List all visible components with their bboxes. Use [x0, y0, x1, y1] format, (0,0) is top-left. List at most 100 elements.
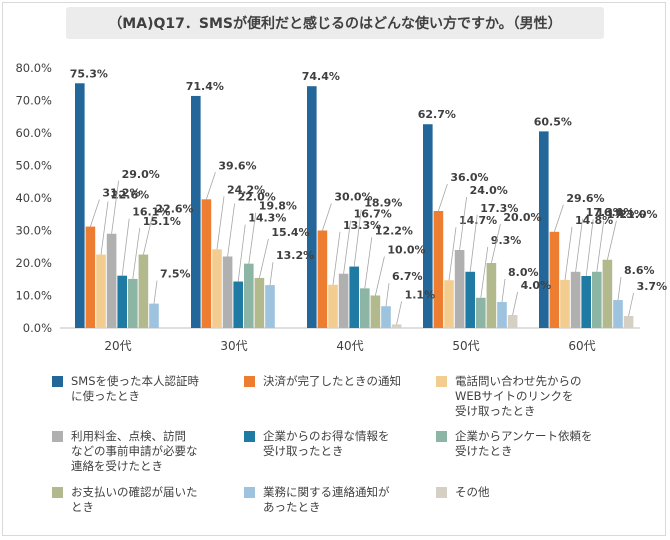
leader-line: [143, 215, 153, 255]
bar-1-30代: [191, 95, 201, 328]
bar-4-30代: [222, 256, 233, 328]
data-label: 16.0%: [596, 206, 634, 219]
data-label: 18.9%: [364, 197, 402, 210]
leader-line: [227, 203, 235, 257]
legend-swatch: [436, 487, 447, 498]
y-tick-label: 40.0%: [15, 191, 52, 205]
x-category-label: 30代: [220, 339, 247, 353]
bar-9-50代: [507, 315, 518, 328]
chart-title: （MA)Q17．SMSが便利だと感じるのはどんな使い方ですか。（男性）: [66, 7, 604, 39]
x-category-label: 40代: [336, 339, 363, 353]
leader-line: [269, 262, 274, 286]
data-label: 24.2%: [227, 183, 265, 196]
data-label: 9.3%: [491, 234, 522, 247]
leader-line: [343, 220, 351, 274]
data-label: 30.0%: [334, 191, 372, 204]
data-label: 24.0%: [470, 184, 508, 197]
legend-label: 電話問い合わせ先からの WEBサイトのリンクを 受け取ったとき: [455, 374, 582, 418]
data-label: 22.0%: [238, 191, 276, 204]
data-label: 22.6%: [155, 203, 193, 216]
data-label: 4.0%: [521, 279, 552, 292]
bar-6-60代: [592, 271, 602, 328]
leader-line: [153, 280, 158, 304]
data-label: 16.1%: [132, 206, 170, 219]
data-label: 75.3%: [70, 67, 108, 80]
legend-label: お支払いの確認が届いた とき: [71, 485, 198, 514]
leader-line: [480, 246, 489, 298]
legend-item: お支払いの確認が届いた とき: [52, 485, 237, 515]
bar-3-20代: [96, 254, 106, 328]
y-tick-label: 30.0%: [15, 224, 52, 238]
legend-item: SMSを使った本人認証時 に使ったとき: [52, 374, 237, 404]
y-tick-label: 20.0%: [15, 256, 52, 270]
leader-line: [438, 183, 448, 212]
leader-line: [353, 209, 362, 267]
bar-9-60代: [623, 315, 634, 328]
bar-4-60代: [570, 271, 581, 328]
leader-line: [100, 201, 109, 255]
leader-line: [554, 204, 564, 232]
leader-line: [469, 214, 478, 272]
bar-6-30代: [244, 263, 254, 328]
bar-4-20代: [106, 233, 117, 328]
leader-line: [617, 276, 622, 301]
y-tick-label: 10.0%: [15, 289, 52, 303]
bar-5-30代: [233, 281, 243, 328]
leader-line: [585, 218, 594, 277]
bar-1-20代: [75, 83, 85, 329]
data-label: 12.2%: [375, 224, 413, 237]
y-tick-label: 50.0%: [15, 159, 52, 173]
bar-1-50代: [423, 124, 433, 328]
leader-line: [575, 218, 583, 272]
legend-label: 企業からアンケート依頼を 受けたとき: [455, 429, 593, 458]
data-label: 62.7%: [418, 108, 456, 121]
leader-line: [111, 180, 119, 234]
leader-line: [332, 231, 341, 285]
data-label: 1.1%: [405, 288, 436, 301]
leader-line: [607, 220, 617, 260]
bar-9-40代: [391, 324, 402, 328]
leader-line: [216, 196, 225, 250]
legend-swatch: [436, 431, 447, 442]
leader-line: [206, 172, 216, 200]
legend-item: 決済が完了したときの通知: [244, 374, 429, 389]
data-label: 19.8%: [259, 200, 297, 213]
bar-7-20代: [138, 254, 149, 328]
data-label: 39.6%: [218, 159, 256, 172]
bar-2-40代: [317, 230, 328, 328]
data-label: 20.0%: [503, 211, 541, 224]
legend-item: その他: [436, 485, 621, 500]
legend-label: 利用料金、点検、訪問 などの事前申請が必要な 連絡を受けたとき: [71, 429, 198, 473]
y-tick-label: 80.0%: [15, 61, 52, 75]
bar-6-50代: [476, 297, 486, 328]
bar-1-40代: [307, 86, 317, 328]
y-tick-label: 70.0%: [15, 94, 52, 108]
bar-8-60代: [613, 300, 623, 328]
data-label: 31.2%: [102, 187, 140, 200]
legend-item: 電話問い合わせ先からの WEBサイトのリンクを 受け取ったとき: [436, 374, 621, 419]
chart-legend: SMSを使った本人認証時 に使ったとき 決済が完了したときの通知 電話問い合わせ先か…: [52, 374, 652, 534]
legend-swatch: [436, 376, 447, 387]
leader-line: [259, 238, 269, 279]
data-label: 16.7%: [354, 208, 392, 221]
data-label: 71.4%: [186, 80, 224, 93]
data-label: 14.7%: [459, 214, 497, 227]
data-label: 29.0%: [122, 168, 160, 181]
data-label: 15.4%: [271, 226, 309, 239]
bar-7-60代: [602, 259, 613, 328]
data-label: 3.7%: [637, 280, 668, 293]
x-category-label: 50代: [452, 339, 479, 353]
leader-line: [375, 256, 385, 296]
leader-line: [396, 301, 402, 325]
legend-swatch: [244, 376, 255, 387]
leader-line: [512, 291, 518, 316]
bar-3-60代: [560, 279, 570, 328]
leader-line: [121, 218, 130, 276]
bar-8-20代: [149, 303, 159, 328]
data-label: 13.2%: [276, 249, 314, 262]
leader-line: [501, 278, 506, 303]
leader-line: [564, 226, 573, 280]
data-label: 8.0%: [508, 266, 539, 279]
bar-7-30代: [254, 277, 265, 328]
